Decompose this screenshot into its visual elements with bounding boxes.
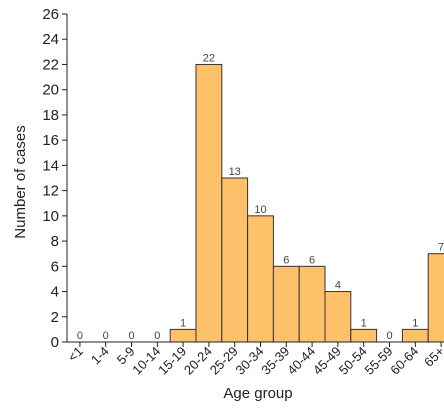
x-tick-label: <1 — [65, 344, 86, 365]
bar-40-44 — [298, 265, 326, 343]
bar-60-64 — [401, 328, 429, 343]
data-label: 1 — [412, 317, 418, 329]
bar-25-29 — [221, 177, 249, 343]
x-tick-label: 55-59 — [362, 344, 396, 378]
y-tick-label: 20 — [42, 82, 59, 99]
data-label: 6 — [283, 254, 289, 266]
bar-30-34 — [247, 215, 274, 343]
y-tick-label: 2 — [51, 309, 59, 326]
y-tick-label: 4 — [51, 284, 59, 301]
y-axis-title: Number of cases — [12, 125, 29, 238]
x-axis-title: Age group — [223, 385, 292, 402]
data-label: 6 — [309, 254, 315, 266]
y-tick-label: 8 — [51, 233, 59, 250]
x-tick-label: 30-34 — [233, 344, 267, 378]
x-tick-label: 60-64 — [387, 344, 421, 378]
x-tick-label: 35-39 — [258, 344, 292, 378]
bar-35-39 — [272, 265, 300, 343]
data-label: 1 — [180, 317, 186, 329]
y-tick-label: 0 — [51, 334, 59, 351]
x-tick-label: 15-19 — [155, 344, 189, 378]
data-label: 4 — [335, 280, 341, 292]
x-tick-label: 45-49 — [310, 344, 344, 378]
bar-50-54 — [350, 328, 378, 343]
bar-15-19 — [169, 328, 197, 343]
x-tick-label: 25-29 — [207, 344, 241, 378]
bar-20-24 — [195, 63, 223, 343]
x-tick-label: 10-14 — [129, 344, 163, 378]
x-tick-label: 40-44 — [284, 344, 318, 378]
data-label: 0 — [386, 330, 392, 342]
data-label: 0 — [103, 330, 109, 342]
data-label: 0 — [77, 330, 83, 342]
x-tick-label: 65+ — [421, 344, 444, 370]
data-label: 7 — [438, 242, 444, 254]
y-tick-label: 6 — [51, 258, 59, 275]
data-label: 22 — [203, 52, 215, 64]
data-label: 1 — [361, 317, 367, 329]
y-tick-label: 24 — [42, 31, 59, 48]
x-tick-label: 20-24 — [181, 344, 215, 378]
y-tick-label: 22 — [42, 56, 59, 73]
data-label: 10 — [254, 204, 266, 216]
y-tick-label: 12 — [42, 183, 59, 200]
data-label: 0 — [128, 330, 134, 342]
x-tick-label: 50-54 — [336, 344, 370, 378]
y-tick-label: 14 — [42, 157, 59, 174]
y-tick-label: 16 — [42, 132, 59, 149]
y-tick-label: 10 — [42, 208, 59, 225]
data-label: 0 — [154, 330, 160, 342]
bar-65+ — [427, 253, 444, 343]
bars-group — [169, 63, 444, 343]
x-tick-label: 1-4 — [88, 344, 112, 368]
bar-45-49 — [324, 291, 352, 343]
x-ticks-group: <1 1-4 5-910-1415-1920-2425-2930-3435-3940… — [65, 342, 444, 378]
data-label: 13 — [229, 166, 241, 178]
y-tick-label: 18 — [42, 107, 59, 124]
y-tick-label: 26 — [42, 6, 59, 23]
